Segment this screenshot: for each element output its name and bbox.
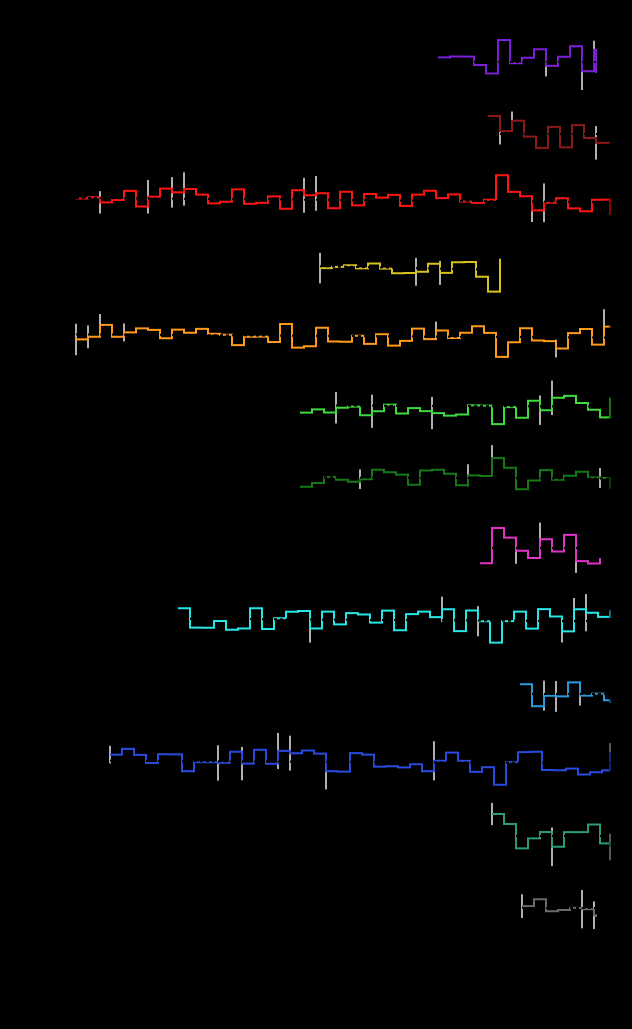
chart-canvas (0, 0, 632, 1029)
